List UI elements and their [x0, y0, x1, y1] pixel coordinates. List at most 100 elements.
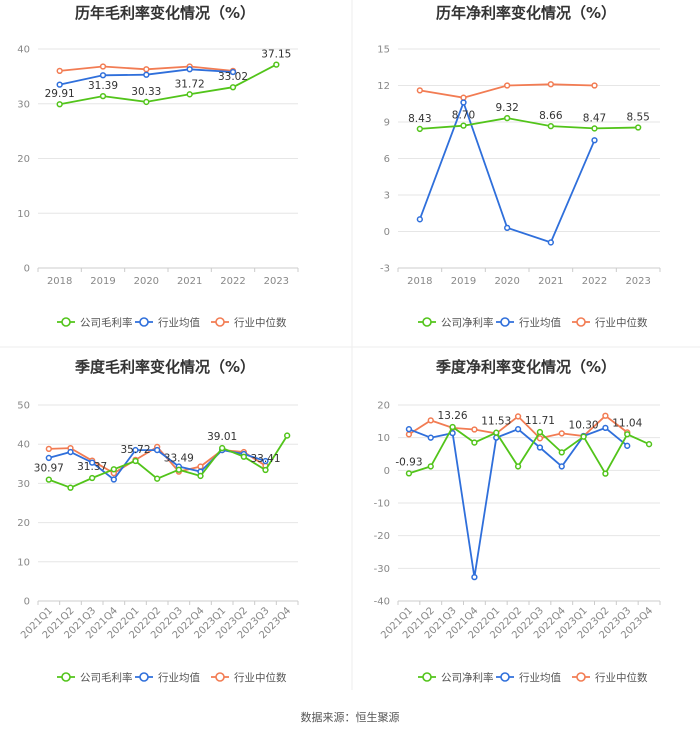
industry-average-point[interactable]	[89, 459, 96, 466]
company-point[interactable]	[580, 433, 587, 440]
industry-average-point[interactable]	[591, 137, 598, 144]
industry-median-point[interactable]	[602, 412, 609, 419]
company-point[interactable]	[186, 91, 193, 98]
company-point[interactable]	[284, 432, 291, 439]
legend-marker-icon	[61, 317, 71, 327]
industry-average-point[interactable]	[547, 239, 554, 246]
industry-median-point[interactable]	[143, 66, 150, 73]
company-point[interactable]	[514, 463, 522, 470]
industry-average-point[interactable]	[624, 442, 631, 449]
company-point[interactable]	[547, 122, 554, 130]
industry-average-point[interactable]	[416, 216, 423, 223]
industry-average-point[interactable]	[460, 99, 467, 106]
company-point[interactable]	[449, 423, 456, 431]
company-point[interactable]	[175, 466, 182, 473]
industry-average-point[interactable]	[602, 424, 609, 432]
industry-median-point[interactable]	[416, 87, 423, 94]
industry-median-point[interactable]	[197, 463, 204, 470]
company-point[interactable]	[536, 428, 544, 436]
y-tick-label: -30	[374, 564, 390, 575]
company-point[interactable]	[273, 61, 280, 68]
industry-median-point[interactable]	[460, 94, 467, 101]
company-point[interactable]	[504, 114, 511, 122]
company-point[interactable]	[219, 444, 226, 452]
industry-median-point[interactable]	[427, 417, 434, 424]
y-tick-label: 0	[24, 597, 30, 608]
industry-average-point[interactable]	[262, 457, 269, 465]
company-point[interactable]	[132, 457, 139, 465]
company-point[interactable]	[197, 472, 204, 480]
legend-item-industry-average[interactable]: 行业均值	[135, 671, 200, 684]
industry-median-point[interactable]	[504, 82, 511, 89]
industry-median-point[interactable]	[536, 435, 544, 442]
company-point[interactable]	[56, 101, 63, 108]
legend-item-industry-median[interactable]: 行业中位数	[211, 671, 287, 684]
industry-average-point[interactable]	[110, 476, 117, 483]
industry-median-point[interactable]	[56, 67, 63, 75]
industry-median-point[interactable]	[471, 426, 478, 433]
company-point[interactable]	[405, 470, 413, 477]
company-point[interactable]	[99, 92, 107, 100]
legend-item-industry-median[interactable]: 行业中位数	[572, 671, 648, 684]
company-point[interactable]	[240, 453, 247, 460]
industry-median-point[interactable]	[99, 63, 107, 70]
legend-item-company[interactable]: 公司毛利率	[57, 671, 133, 684]
industry-average-point[interactable]	[143, 71, 150, 78]
industry-average-point[interactable]	[154, 446, 161, 454]
industry-average-point[interactable]	[99, 72, 107, 79]
industry-average-point[interactable]	[67, 448, 74, 456]
company-point[interactable]	[67, 484, 74, 491]
industry-average-point[interactable]	[405, 426, 413, 433]
legend-marker-icon	[500, 317, 510, 327]
company-point[interactable]	[154, 475, 161, 482]
industry-average-point[interactable]	[56, 81, 63, 88]
company-point[interactable]	[262, 466, 269, 474]
company-point[interactable]	[427, 463, 434, 470]
industry-average-point[interactable]	[132, 446, 139, 454]
company-point[interactable]	[635, 124, 642, 131]
legend-item-industry-average[interactable]: 行业均值	[496, 316, 561, 329]
data-label: 31.37	[77, 461, 107, 473]
industry-median-point[interactable]	[547, 81, 554, 88]
company-point[interactable]	[416, 125, 423, 133]
company-point[interactable]	[591, 125, 598, 132]
company-point[interactable]	[45, 476, 52, 483]
industry-average-point[interactable]	[471, 574, 478, 581]
industry-median-point[interactable]	[514, 413, 522, 420]
industry-average-point[interactable]	[186, 66, 193, 73]
company-point[interactable]	[89, 474, 96, 482]
industry-average-point[interactable]	[229, 68, 237, 76]
legend-item-company[interactable]: 公司净利率	[418, 671, 494, 684]
legend-item-company[interactable]: 公司净利率	[418, 316, 494, 329]
company-point[interactable]	[624, 431, 631, 438]
legend-item-industry-median[interactable]: 行业中位数	[572, 316, 648, 329]
company-point[interactable]	[471, 439, 478, 446]
legend-item-industry-median[interactable]: 行业中位数	[211, 316, 287, 329]
industry-average-point[interactable]	[514, 426, 522, 433]
legend-item-industry-average[interactable]: 行业均值	[496, 671, 561, 684]
chart-title: 季度毛利率变化情况（%）	[75, 358, 255, 376]
legend-item-industry-average[interactable]: 行业均值	[135, 316, 200, 329]
industry-median-point[interactable]	[45, 445, 52, 453]
industry-median-point[interactable]	[558, 430, 565, 437]
company-point[interactable]	[645, 441, 653, 448]
legend-item-company[interactable]: 公司毛利率	[57, 316, 133, 329]
data-label: 8.47	[583, 112, 606, 124]
industry-average-point[interactable]	[536, 444, 544, 451]
company-point[interactable]	[110, 466, 117, 473]
legend-marker-icon	[576, 317, 586, 327]
industry-average-point[interactable]	[45, 454, 52, 462]
industry-median-point[interactable]	[591, 82, 598, 89]
industry-median-point[interactable]	[405, 431, 413, 438]
industry-average-point[interactable]	[504, 224, 511, 232]
company-point[interactable]	[558, 449, 565, 456]
company-point[interactable]	[493, 429, 500, 436]
industry-average-point[interactable]	[427, 434, 434, 441]
industry-average-point[interactable]	[558, 463, 565, 470]
company-point[interactable]	[143, 98, 150, 106]
company-point[interactable]	[460, 122, 467, 129]
data-label: 8.55	[626, 111, 649, 123]
company-line	[408, 425, 650, 476]
company-point[interactable]	[229, 84, 237, 91]
company-point[interactable]	[602, 470, 609, 477]
